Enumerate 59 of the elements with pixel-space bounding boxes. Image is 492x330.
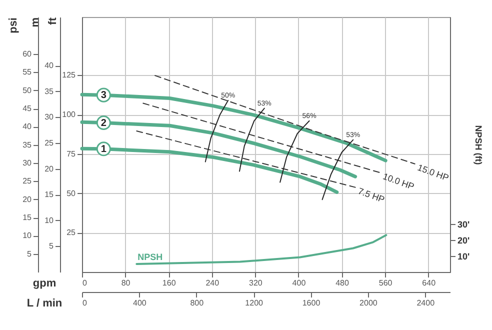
y3-tick-label: 20 (44, 164, 54, 174)
x-tick-label: 240 (206, 278, 220, 288)
x2-axis-title: L / min (26, 298, 62, 310)
series-label: 3 (100, 90, 107, 102)
y3-tick-label: 10 (44, 216, 54, 225)
y2-tick-label: 10 (22, 231, 32, 240)
y-tick-label: 20' (458, 235, 470, 246)
y2-tick-label: 55 (22, 68, 32, 77)
x2-tick-label: 2000 (360, 298, 378, 308)
y-axis-title: NPSH (ft) (474, 125, 484, 165)
y3-tick-label: 40 (44, 61, 54, 70)
y2-tick-label: 25 (22, 176, 32, 186)
y2-tick-label: 60 (22, 50, 32, 59)
y3-tick-label: 35 (44, 86, 54, 96)
x-tick-label: 560 (378, 278, 393, 288)
line-series (280, 120, 310, 183)
x-tick-label: 480 (336, 278, 350, 288)
x2-tick-label: 1600 (302, 298, 321, 308)
y2-tick-label: 20 (22, 194, 32, 204)
y3-tick-label: 15 (44, 190, 54, 200)
line-series (322, 139, 354, 200)
x-tick-label: 80 (121, 278, 131, 288)
x2-tick-label: 400 (133, 298, 147, 308)
y3-tick-label: 25 (44, 138, 54, 148)
y2-tick-label: 50 (22, 86, 32, 95)
y-tick-label: 10' (458, 251, 470, 262)
x-tick-label: 400 (292, 278, 306, 288)
y-tick-label: 30' (458, 219, 470, 230)
x-tick-label: 0 (82, 278, 88, 288)
x-axis-title: gpm (32, 278, 56, 290)
series-label: 1 (100, 144, 107, 155)
y3-tick-label: 5 (49, 242, 54, 251)
y-tick-label: 75 (66, 149, 76, 158)
y2-tick-label: 15 (22, 213, 32, 222)
y2-axis-title: psi (8, 18, 20, 34)
series-label: NPSH (138, 252, 163, 262)
line-series (136, 234, 388, 265)
y-tick-label: 25 (66, 228, 76, 238)
x2-tick-label: 2400 (416, 298, 436, 308)
y2-tick-label: 35 (22, 140, 32, 150)
y-axis-title: ft (47, 17, 60, 25)
text: 15.0 HP (416, 162, 450, 183)
series-label: 2 (100, 118, 107, 129)
line-series (238, 108, 265, 172)
x-tick-label: 640 (422, 278, 436, 288)
x-tick-label: 160 (162, 278, 176, 288)
x-tick-label: 320 (248, 278, 263, 288)
x2-tick-label: 1200 (245, 298, 264, 308)
y-tick-label: 50 (66, 188, 76, 198)
y3-tick-label: 30 (44, 112, 54, 122)
y2-tick-label: 45 (22, 104, 32, 114)
x2-tick-label: 800 (190, 298, 204, 308)
y2-tick-label: 30 (22, 158, 32, 168)
y2-tick-label: 40 (22, 122, 32, 132)
y2-tick-label: 5 (27, 249, 32, 258)
x2-tick-label: 0 (82, 298, 88, 308)
y-tick-label: 100 (62, 110, 76, 120)
line-series (204, 100, 229, 162)
y-tick-label: 125 (62, 70, 76, 80)
